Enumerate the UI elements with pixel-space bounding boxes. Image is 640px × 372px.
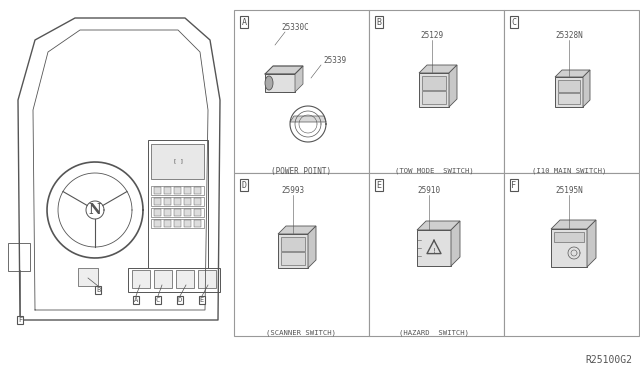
Polygon shape (451, 221, 460, 266)
Text: R25100G2: R25100G2 (585, 355, 632, 365)
Bar (369, 173, 504, 336)
Polygon shape (417, 221, 460, 230)
Bar (554, 232, 584, 242)
Bar (151, 197, 204, 206)
Bar (164, 209, 171, 216)
Polygon shape (449, 65, 457, 107)
Text: 25330C: 25330C (281, 23, 309, 32)
Bar (422, 76, 446, 90)
Text: 25195N: 25195N (555, 186, 583, 195)
Text: C: C (511, 17, 516, 26)
Polygon shape (551, 220, 596, 229)
Bar (164, 220, 171, 227)
Polygon shape (290, 116, 326, 122)
Bar (174, 198, 181, 205)
Text: F: F (18, 317, 22, 323)
Polygon shape (587, 220, 596, 267)
Text: 25328N: 25328N (555, 31, 583, 40)
Bar (184, 198, 191, 205)
Text: B: B (376, 17, 381, 26)
Bar (154, 270, 172, 288)
Bar (151, 186, 204, 195)
Bar (132, 270, 150, 288)
Bar (369, 10, 504, 173)
Bar (176, 270, 194, 288)
Polygon shape (295, 66, 303, 92)
Bar (281, 252, 305, 265)
Bar (174, 220, 181, 227)
Text: (TOW MODE  SWITCH): (TOW MODE SWITCH) (395, 167, 474, 173)
Bar (154, 198, 161, 205)
Bar (128, 268, 220, 292)
Bar (174, 187, 181, 194)
Text: C: C (156, 297, 160, 303)
Bar (164, 198, 171, 205)
Bar (154, 220, 161, 227)
Text: D: D (241, 180, 246, 189)
Bar (194, 187, 201, 194)
Bar (8, 243, 30, 271)
Text: D: D (178, 297, 182, 303)
Text: (POWER POINT): (POWER POINT) (271, 167, 331, 176)
Text: B: B (96, 287, 100, 293)
Text: 25993: 25993 (282, 186, 305, 195)
Ellipse shape (265, 76, 273, 90)
Bar (278, 234, 308, 268)
Bar (78, 268, 98, 286)
Text: E: E (376, 180, 381, 189)
Text: !: ! (433, 248, 435, 254)
Bar (234, 10, 369, 173)
Bar (154, 209, 161, 216)
Bar (198, 270, 216, 288)
Bar (281, 237, 305, 251)
Polygon shape (265, 74, 295, 92)
Bar (555, 77, 583, 107)
Text: [  ]: [ ] (173, 158, 182, 164)
Bar (504, 10, 639, 173)
Text: (I10 MAIN SWITCH): (I10 MAIN SWITCH) (532, 167, 606, 173)
Bar (558, 93, 580, 104)
Bar (151, 144, 204, 179)
Bar (551, 229, 587, 267)
Bar (194, 220, 201, 227)
Bar (148, 140, 208, 270)
Bar (184, 220, 191, 227)
Bar (174, 209, 181, 216)
Text: 25339: 25339 (323, 56, 346, 65)
Bar (151, 219, 204, 228)
Bar (419, 73, 449, 107)
Text: F: F (511, 180, 516, 189)
Bar (558, 80, 580, 92)
Text: 25910: 25910 (417, 186, 440, 195)
Bar (164, 187, 171, 194)
Polygon shape (555, 70, 590, 77)
Bar (151, 208, 204, 217)
Text: 25129: 25129 (420, 31, 444, 40)
Bar (184, 209, 191, 216)
Polygon shape (583, 70, 590, 107)
Polygon shape (419, 65, 457, 73)
Bar (154, 187, 161, 194)
Polygon shape (278, 226, 316, 234)
Bar (194, 209, 201, 216)
Bar (194, 198, 201, 205)
Text: A: A (241, 17, 246, 26)
Bar (504, 173, 639, 336)
Text: E: E (200, 297, 204, 303)
Bar (422, 91, 446, 104)
Text: A: A (134, 297, 138, 303)
Text: (SCANNER SWITCH): (SCANNER SWITCH) (266, 330, 336, 337)
Polygon shape (308, 226, 316, 268)
Bar (417, 230, 451, 266)
Bar (234, 173, 369, 336)
Text: N: N (88, 203, 101, 217)
Bar (184, 187, 191, 194)
Text: (HAZARD  SWITCH): (HAZARD SWITCH) (399, 330, 469, 337)
Polygon shape (265, 66, 303, 74)
